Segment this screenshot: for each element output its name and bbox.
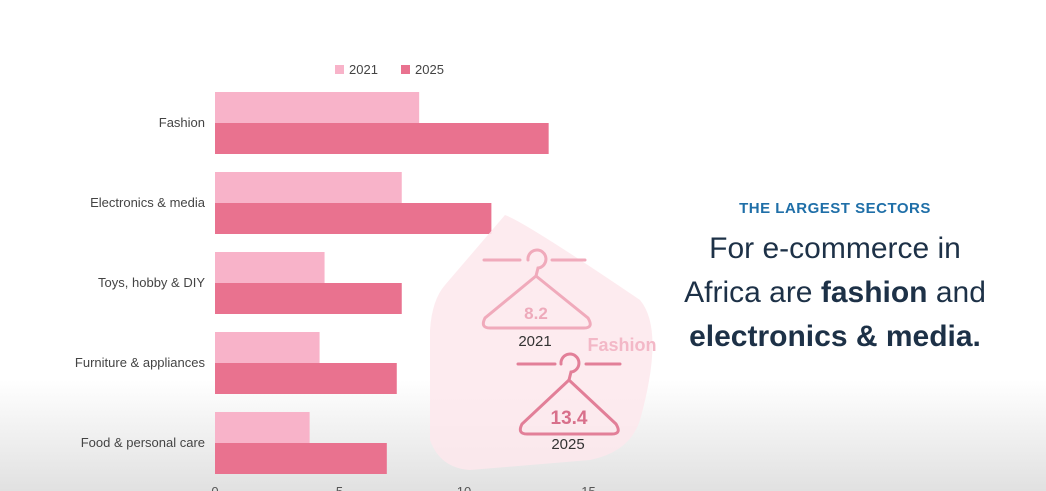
headline: THE LARGEST SECTORS For e-commerce in Af…: [660, 200, 1010, 359]
headline-kicker: THE LARGEST SECTORS: [739, 200, 931, 217]
callout-year-2025: 2025: [551, 436, 584, 453]
callout-value-2021: 8.2: [524, 304, 548, 323]
category-label: Electronics & media: [90, 195, 206, 210]
callout-year-2021: 2021: [518, 333, 551, 350]
hanger-icon: [516, 352, 622, 436]
headline-line2-suffix: and: [927, 276, 986, 309]
bar-2025-5: [215, 443, 387, 474]
category-labels: Fashion Electronics & media Toys, hobby & …: [75, 115, 206, 450]
headline-statement: For e-commerce in Africa are fashion and…: [660, 227, 1010, 359]
bar-2021-3: [215, 252, 325, 283]
category-label: Fashion: [159, 115, 205, 130]
bar-2021-5: [215, 412, 310, 443]
legend-swatch-2021: [335, 65, 344, 74]
bar-2021-1: [215, 92, 420, 123]
bar-2021-2: [215, 172, 402, 203]
hanger-icon: [481, 248, 592, 330]
x-axis-ticks: 0 5 10 15: [211, 484, 595, 491]
legend-label-2021: 2021: [349, 62, 378, 77]
callout-label: Fashion: [587, 335, 656, 355]
bar-2025-4: [215, 363, 397, 394]
headline-line1: For e-commerce in: [709, 232, 961, 265]
bar-2025-2: [215, 203, 492, 234]
callout-value-2025: 13.4: [551, 408, 588, 429]
bar-2025-1: [215, 123, 549, 154]
category-label: Toys, hobby & DIY: [98, 275, 205, 290]
headline-line2-prefix: Africa are: [684, 276, 821, 309]
headline-emphasis-fashion: fashion: [820, 276, 928, 309]
headline-line2: Africa are fashion and: [660, 271, 1010, 315]
category-label: Food & personal care: [81, 435, 205, 450]
legend: 2021 2025: [335, 62, 444, 77]
category-label: Furniture & appliances: [75, 355, 206, 370]
headline-emphasis-electronics: electronics & media.: [689, 320, 981, 353]
legend-swatch-2025: [401, 65, 410, 74]
x-tick-label: 5: [336, 484, 343, 491]
bars: [215, 92, 549, 474]
bar-2025-3: [215, 283, 402, 314]
x-tick-label: 10: [457, 484, 471, 491]
bar-2021-4: [215, 332, 320, 363]
x-tick-label: 15: [581, 484, 595, 491]
legend-label-2025: 2025: [415, 62, 444, 77]
x-tick-label: 0: [211, 484, 218, 491]
